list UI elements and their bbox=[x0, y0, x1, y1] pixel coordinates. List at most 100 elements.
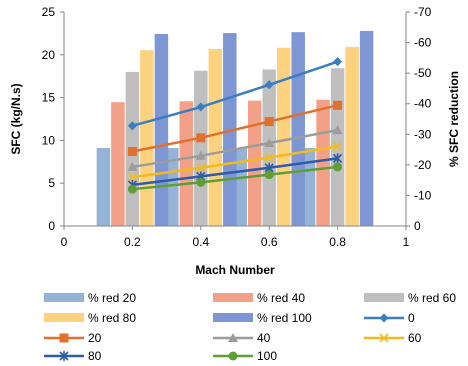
axes-group bbox=[60, 11, 410, 230]
legend-label: % red 80 bbox=[88, 311, 136, 325]
legend-label: 40 bbox=[257, 331, 271, 345]
line-point-20-1 bbox=[127, 147, 137, 157]
legend-item: % red 100 bbox=[213, 311, 312, 325]
line-point-0-4 bbox=[333, 57, 343, 67]
line-point-60-1 bbox=[127, 172, 137, 182]
legend-swatch bbox=[44, 313, 84, 322]
line-point-80-4 bbox=[333, 153, 343, 164]
line-point-60-3 bbox=[264, 152, 274, 163]
bar-5-3 bbox=[291, 32, 305, 227]
line-point-40-1 bbox=[127, 161, 138, 171]
y2-tick-label: -50 bbox=[414, 66, 432, 80]
legend-item: 20 bbox=[44, 331, 102, 345]
line-point-20-4 bbox=[333, 100, 343, 110]
y-axis-title: SFC (kg/N.s) bbox=[9, 83, 23, 154]
legend-item: % red 80 bbox=[44, 311, 136, 325]
bar-5-1 bbox=[154, 34, 169, 227]
y2-tick-label: -20 bbox=[414, 158, 432, 172]
tick-labels-group: 0 0.2 0.4 0.6 0.8 105101520250-10-20-30-40-50… bbox=[42, 5, 432, 249]
y2-tick-label: -60 bbox=[414, 36, 432, 50]
line-point-100-1 bbox=[127, 184, 137, 194]
y-tick-label: 0 bbox=[48, 219, 55, 233]
line-point-40-2 bbox=[195, 150, 206, 160]
y-tick-label: 5 bbox=[48, 176, 55, 190]
legend-label: % red 60 bbox=[408, 291, 456, 305]
bar-2-1 bbox=[111, 102, 125, 226]
line-series-100 bbox=[132, 165, 338, 191]
legend-swatch bbox=[213, 293, 253, 302]
legend-label: 20 bbox=[88, 331, 102, 345]
y2-tick-label: -30 bbox=[414, 127, 432, 141]
bar-1-4 bbox=[301, 148, 316, 226]
y2-tick-label: 0 bbox=[414, 219, 421, 233]
legend-label: % red 20 bbox=[88, 291, 136, 305]
bar-4-3 bbox=[276, 47, 291, 226]
line-point-20-3 bbox=[264, 117, 274, 127]
legend-label: % red 40 bbox=[257, 291, 305, 305]
line-series-40 bbox=[132, 128, 338, 169]
legend-marker bbox=[228, 333, 238, 342]
x-tick-label: 0.2 bbox=[124, 235, 141, 249]
line-series-80 bbox=[132, 157, 338, 187]
y-tick-label: 20 bbox=[42, 48, 56, 62]
y2-axis-title: % SFC reduction bbox=[447, 71, 461, 167]
line-point-0-2 bbox=[196, 102, 206, 112]
line-series-0 bbox=[132, 60, 339, 128]
line-point-40-3 bbox=[264, 137, 275, 147]
bar-3-2 bbox=[194, 70, 208, 226]
x-tick-label: 0 bbox=[61, 235, 68, 249]
x-tick-label: 1 bbox=[403, 235, 410, 249]
y-tick-label: 10 bbox=[42, 133, 56, 147]
line-series-group bbox=[127, 57, 343, 194]
legend: % red 20 % red 40 % red 60 % red 80 % red 10… bbox=[44, 291, 456, 363]
legend-marker bbox=[228, 351, 238, 361]
bar-3-3 bbox=[262, 69, 276, 226]
bar-4-2 bbox=[208, 48, 223, 226]
legend-item: 0 bbox=[364, 311, 415, 325]
legend-label: 0 bbox=[408, 311, 415, 325]
line-point-20-2 bbox=[196, 133, 206, 143]
line-point-60-4 bbox=[333, 141, 343, 151]
x-axis-title: Mach Number bbox=[195, 263, 275, 277]
bar-2-2 bbox=[179, 101, 194, 226]
y2-tick-label: -10 bbox=[414, 188, 432, 202]
x-tick-label: 0.4 bbox=[192, 235, 209, 249]
legend-item: % red 20 bbox=[44, 291, 136, 305]
line-point-0-1 bbox=[127, 121, 137, 131]
y-tick-label: 15 bbox=[42, 91, 56, 105]
legend-item: 40 bbox=[213, 331, 271, 345]
legend-item: 60 bbox=[364, 331, 422, 345]
line-point-100-2 bbox=[196, 177, 206, 187]
x-tick-label: 0.6 bbox=[261, 235, 278, 249]
legend-swatch bbox=[44, 293, 84, 302]
line-series-20 bbox=[132, 104, 338, 153]
line-series-60 bbox=[132, 145, 338, 179]
y2-tick-label: -40 bbox=[414, 97, 432, 111]
legend-marker bbox=[59, 333, 69, 343]
bar-4-4 bbox=[345, 46, 359, 226]
legend-item: 100 bbox=[213, 349, 277, 363]
line-point-100-4 bbox=[333, 162, 343, 172]
bar-1-2 bbox=[165, 148, 179, 226]
legend-label: 60 bbox=[408, 331, 422, 345]
legend-item: % red 40 bbox=[213, 291, 305, 305]
legend-label: % red 100 bbox=[257, 311, 312, 325]
legend-label: 100 bbox=[257, 349, 277, 363]
bar-2-4 bbox=[316, 99, 330, 226]
legend-swatch bbox=[213, 313, 253, 322]
legend-marker bbox=[379, 333, 389, 343]
y-tick-label: 25 bbox=[42, 5, 56, 19]
bar-5-4 bbox=[359, 30, 374, 227]
line-point-40-4 bbox=[332, 125, 343, 135]
bar-4-1 bbox=[140, 50, 154, 227]
line-point-0-3 bbox=[264, 80, 274, 90]
legend-marker bbox=[379, 313, 389, 323]
legend-item: % red 60 bbox=[364, 291, 456, 305]
legend-swatch bbox=[364, 293, 404, 302]
bar-1-3 bbox=[233, 148, 247, 226]
y2-tick-label: -70 bbox=[414, 5, 432, 19]
line-point-100-3 bbox=[264, 170, 274, 180]
line-point-60-2 bbox=[196, 163, 206, 173]
legend-label: 80 bbox=[88, 349, 102, 363]
